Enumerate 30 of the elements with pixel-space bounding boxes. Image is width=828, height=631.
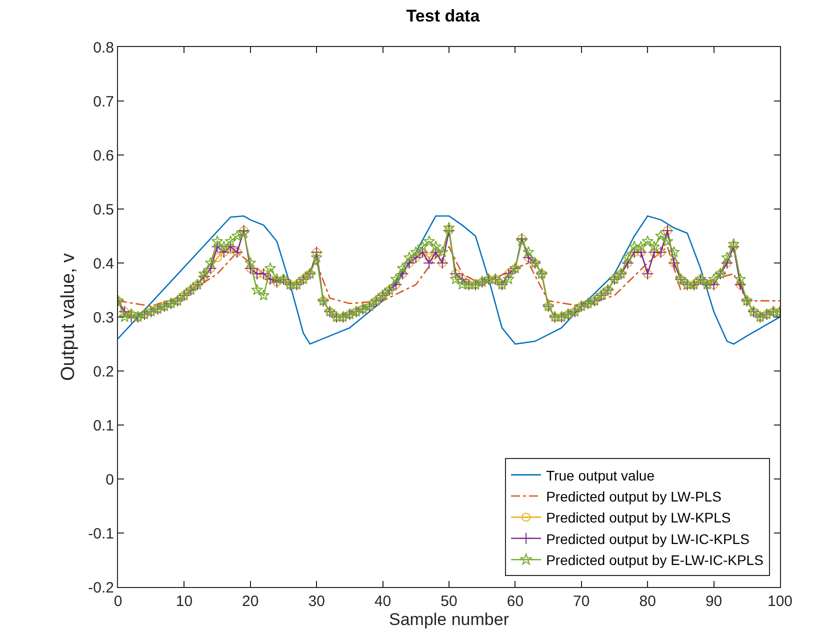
y-tick-label: 0.3 (93, 309, 114, 326)
legend-label: Predicted output by LW-PLS (546, 488, 722, 504)
line-series (118, 215, 780, 345)
legend-label: Predicted output by LW-IC-KPLS (546, 530, 750, 547)
x-tick-label: 70 (573, 593, 590, 610)
chart-title: Test data (406, 6, 480, 26)
y-tick-label: 0.2 (93, 363, 114, 380)
y-tick-label: 0.1 (93, 417, 114, 434)
y-tick-label: -0.1 (88, 525, 114, 542)
y-axis-title: Output value, v (58, 252, 79, 381)
legend-label: True output value (546, 467, 655, 484)
y-tick-label: 0.5 (93, 201, 114, 218)
x-tick-label: 60 (506, 593, 524, 610)
x-tick-label: 50 (440, 593, 458, 610)
x-tick-label: 10 (176, 593, 193, 610)
x-tick-label: 100 (767, 593, 793, 610)
legend-label: Predicted output by E-LW-IC-KPLS (546, 552, 764, 568)
x-tick-label: 80 (639, 593, 656, 610)
x-tick-label: 20 (242, 593, 259, 610)
y-tick-label: 0 (106, 471, 114, 488)
y-tick-label: 0.8 (93, 39, 114, 56)
y-tick-label: 0.4 (93, 255, 114, 272)
x-tick-label: 90 (705, 593, 722, 610)
legend-label: Predicted output by LW-KPLS (546, 510, 731, 526)
y-tick-label: 0.6 (93, 147, 114, 164)
x-tick-label: 30 (308, 593, 325, 610)
y-tick-label: -0.2 (88, 579, 114, 596)
x-tick-label: 40 (374, 593, 392, 610)
x-axis-title: Sample number (388, 610, 510, 629)
y-tick-label: 0.7 (93, 93, 114, 110)
